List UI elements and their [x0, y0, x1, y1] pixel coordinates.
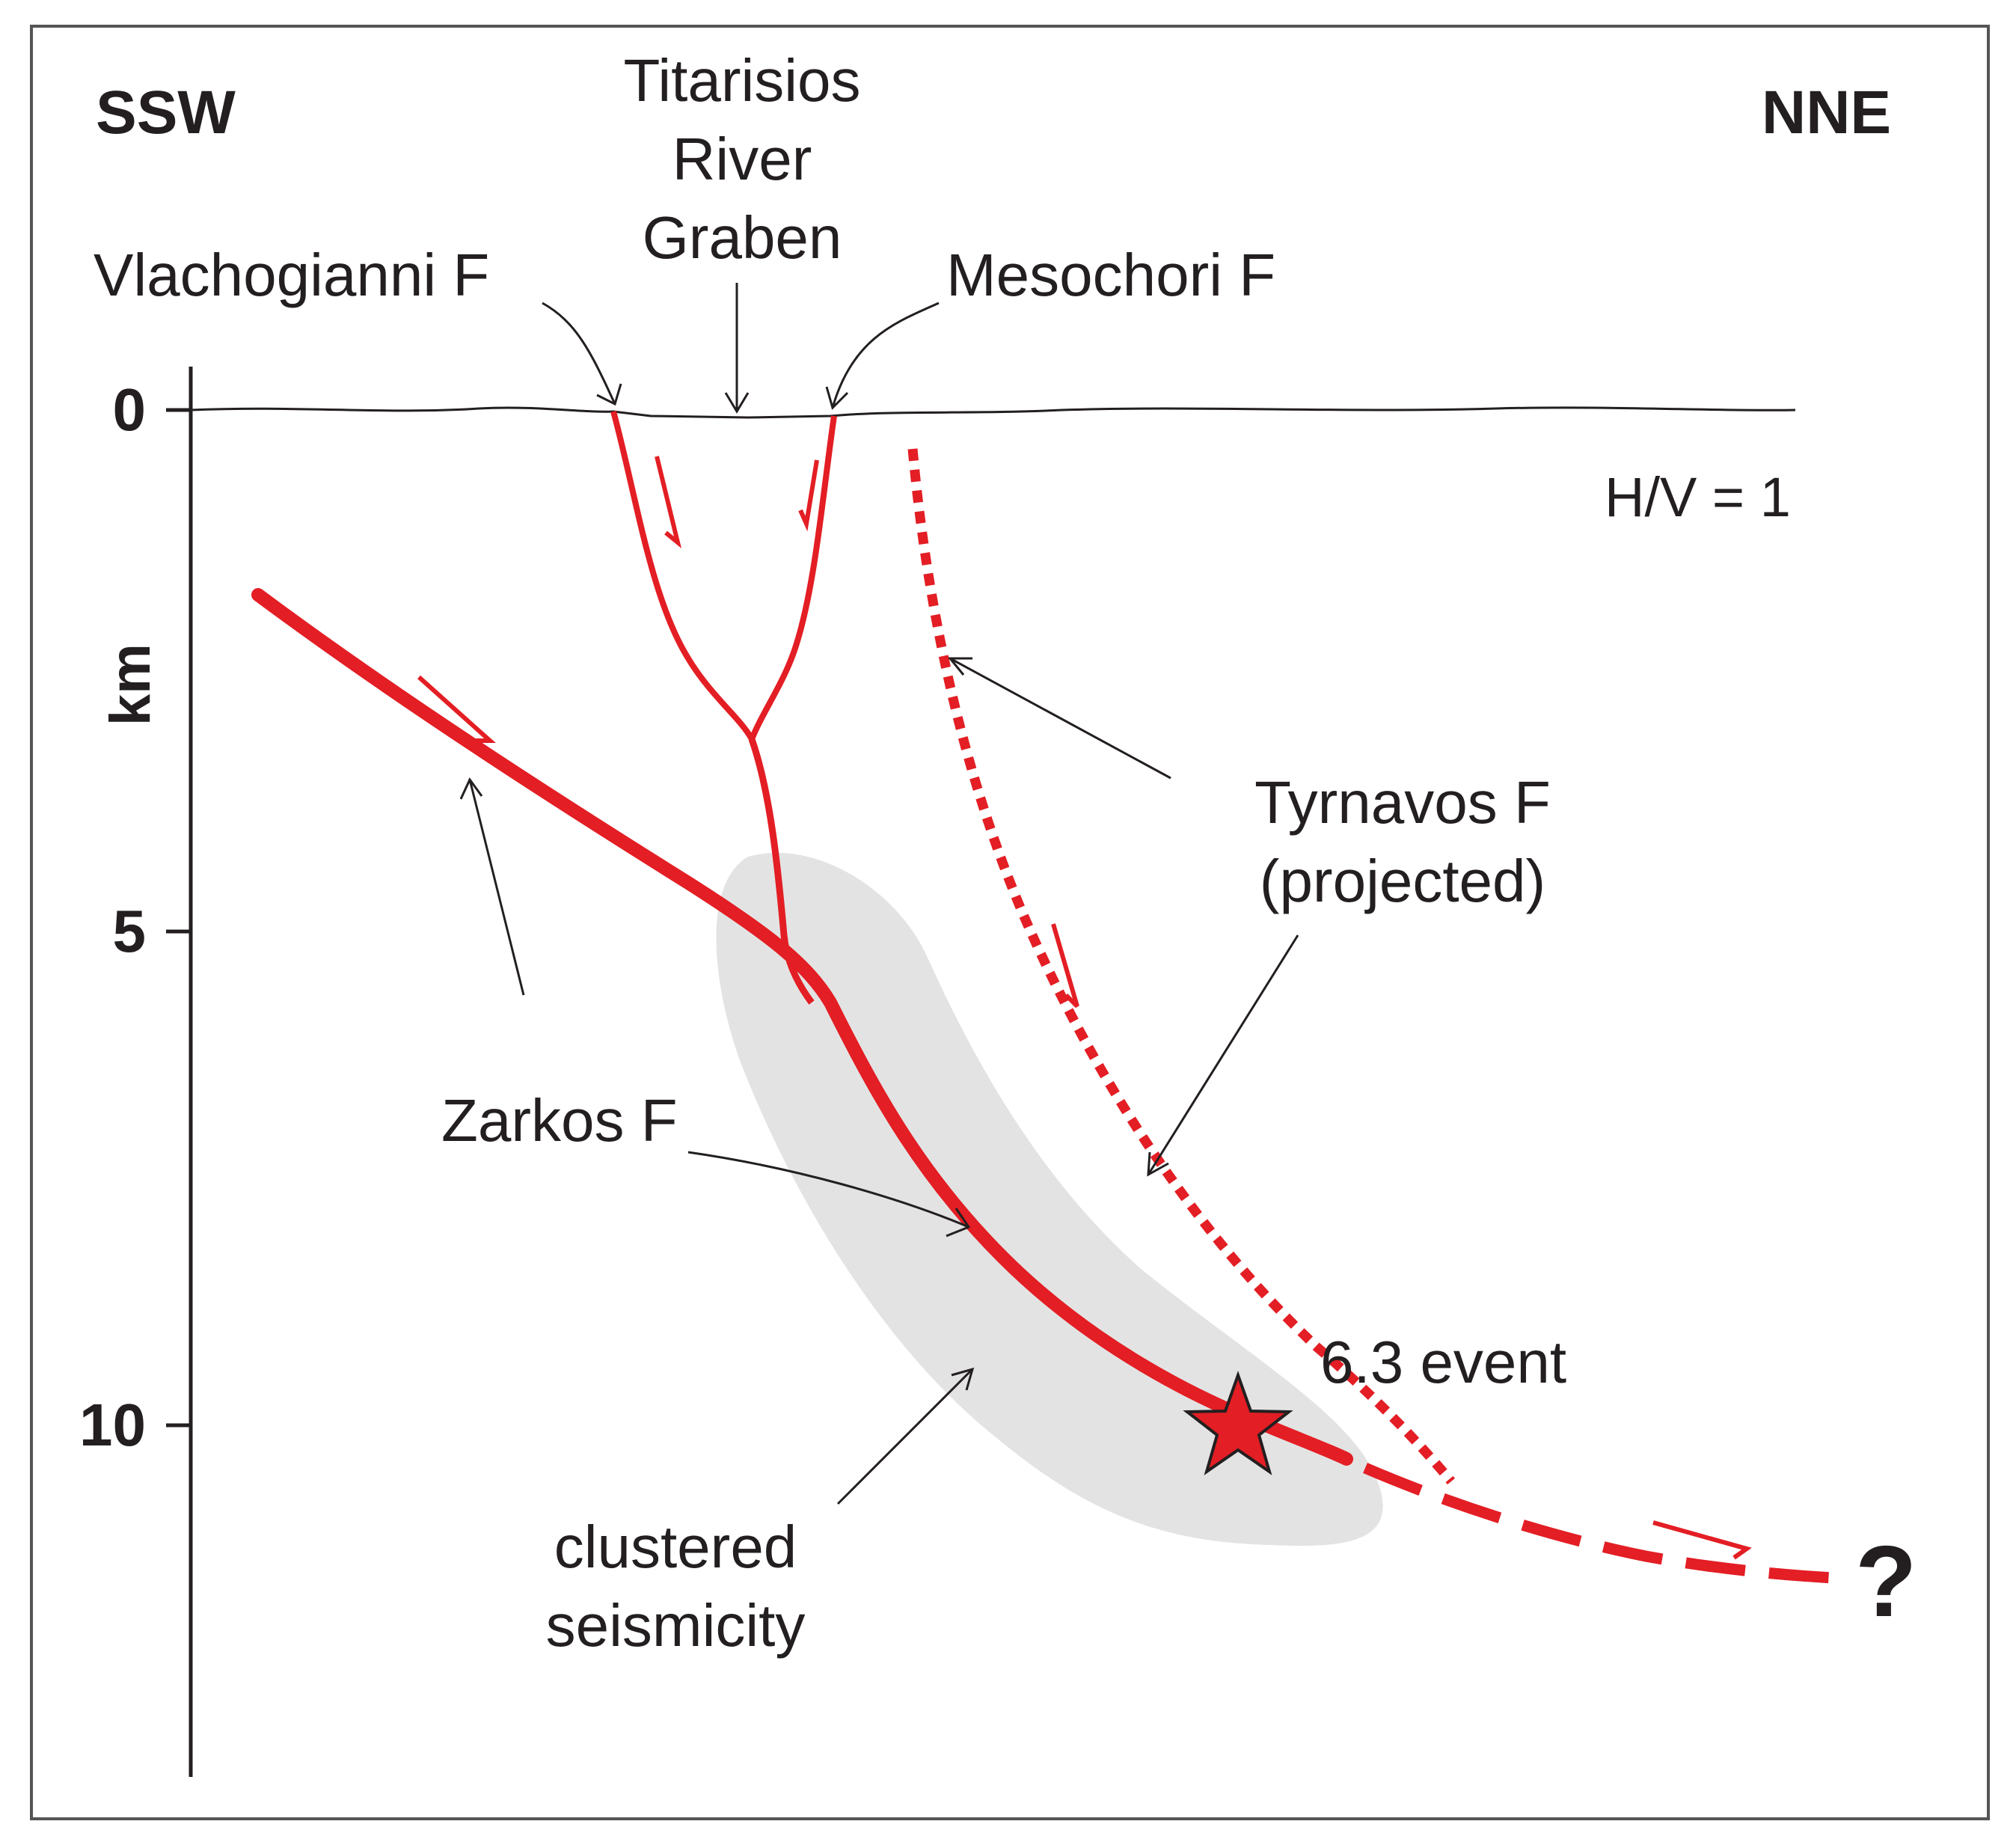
mesochori-leader-head — [825, 386, 849, 410]
graben-master-fault-trace — [748, 738, 815, 1005]
vlachogianni-leader-head — [596, 383, 622, 406]
leader-lines — [459, 283, 1299, 1505]
seismicity-leader-head — [951, 1367, 975, 1391]
orientation-right: NNE — [1762, 79, 1891, 147]
vlachogianni-leader — [542, 302, 616, 405]
vlachogianni-label: Vlachogianni F — [94, 242, 489, 308]
epicenter-star-icon — [1183, 1371, 1293, 1475]
depth-tick-label-5: 5 — [113, 898, 147, 964]
zarkos-label: Zarkos F — [441, 1087, 678, 1154]
mesochori-label: Mesochori F — [946, 242, 1275, 308]
graben-label-line1: Titarisios — [623, 47, 860, 114]
tyrnavos-fault-trace — [907, 448, 1455, 1485]
seismicity-label-line2: seismicity — [546, 1592, 806, 1659]
clustered-seismicity-zone — [716, 852, 1383, 1546]
vlachogianni-slip-arrow — [655, 456, 682, 548]
vlachogianni-fault-trace — [610, 410, 755, 741]
tyrnavos-upper-leader-head — [947, 657, 972, 676]
figure-frame — [30, 25, 1990, 1820]
scale-note: H/V = 1 — [1605, 466, 1791, 528]
depth-tick-label-10: 10 — [79, 1392, 146, 1458]
zarkos-lower-leader — [687, 1151, 969, 1229]
mesochori-fault-trace — [749, 415, 837, 741]
depth-tick-label-0: 0 — [113, 376, 147, 443]
zarkos-upper-leader-head — [459, 777, 483, 800]
graben-label-line2: River — [672, 126, 812, 192]
slip-sense-arrows — [417, 456, 1752, 1560]
zarkos-slip-arrow — [417, 675, 496, 743]
ground-surface — [190, 406, 1796, 419]
zarkos-lower-leader-head — [946, 1208, 971, 1237]
seismicity-leader — [836, 1368, 974, 1505]
tyrnavos-lower-leader — [1147, 934, 1299, 1175]
orientation-left: SSW — [96, 79, 236, 147]
mesochori-leader — [831, 302, 940, 409]
mesochori-slip-arrow — [798, 459, 819, 532]
graben-leader-head — [724, 392, 750, 414]
zarkos-deep-slip-arrow — [1652, 1520, 1752, 1560]
depth-axis-label: km — [99, 643, 162, 726]
tyrnavos-label-line1: Tyrnavos F — [1254, 769, 1551, 836]
tyrnavos-label-line2: (projected) — [1260, 848, 1545, 914]
tyrnavos-upper-leader — [949, 657, 1171, 780]
unknown-continuation-mark: ? — [1855, 1525, 1917, 1638]
tyrnavos-slip-arrow — [1051, 923, 1079, 1009]
seismicity-label-line1: clustered — [554, 1514, 797, 1580]
tyrnavos-lower-leader-head — [1147, 1151, 1169, 1177]
graben-label-line3: Graben — [643, 204, 842, 271]
event-label: 6.3 event — [1320, 1329, 1566, 1395]
zarkos-upper-leader — [468, 779, 525, 996]
zarkos-fault-extension — [1363, 1463, 1848, 1585]
